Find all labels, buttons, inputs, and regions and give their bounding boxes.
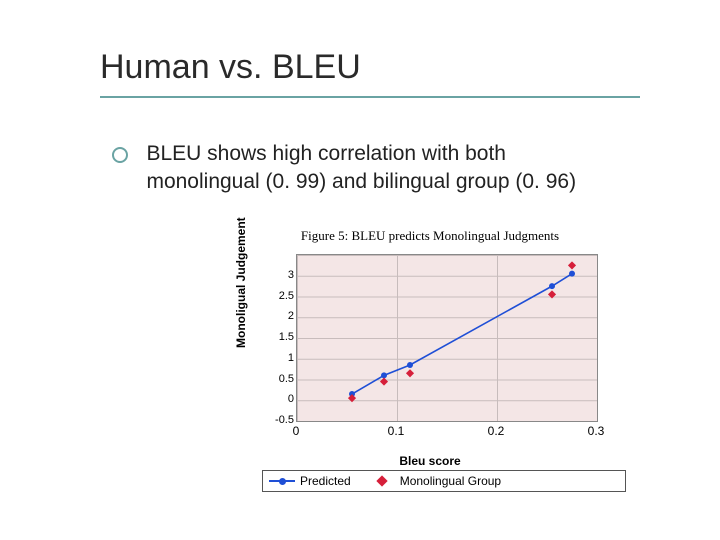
plot-area xyxy=(296,254,598,422)
slide-title: Human vs. BLEU xyxy=(100,48,361,87)
legend-item-mono: Monolingual Group xyxy=(369,474,501,488)
y-tick: 2.5 xyxy=(254,290,294,302)
x-tick: 0.1 xyxy=(388,424,405,438)
x-axis-label: Bleu score xyxy=(240,454,620,468)
bullet-circle-icon xyxy=(112,147,128,163)
y-tick: 3 xyxy=(254,269,294,281)
plot-svg xyxy=(297,255,597,421)
x-tick: 0 xyxy=(293,424,300,438)
x-tick: 0.2 xyxy=(488,424,505,438)
y-tick: 1 xyxy=(254,352,294,364)
y-tick: 0.5 xyxy=(254,373,294,385)
bullet-row: BLEU shows high correlation with both mo… xyxy=(112,140,632,197)
y-tick: 2 xyxy=(254,310,294,322)
y-tick: 0 xyxy=(254,393,294,405)
legend-label-predicted: Predicted xyxy=(300,474,351,488)
chart: Monoligual Judgement Bleu score -0.500.5… xyxy=(240,248,620,448)
bullet-text: BLEU shows high correlation with both mo… xyxy=(146,140,616,197)
y-tick: 1.5 xyxy=(254,331,294,343)
y-axis-label: Monoligual Judgement xyxy=(234,217,248,348)
legend-label-mono: Monolingual Group xyxy=(400,474,501,488)
legend-marker-mono xyxy=(369,475,395,487)
y-tick: -0.5 xyxy=(254,414,294,426)
legend-item-predicted: Predicted xyxy=(269,474,351,488)
figure-caption: Figure 5: BLEU predicts Monolingual Judg… xyxy=(240,228,620,244)
legend: Predicted Monolingual Group xyxy=(262,470,626,492)
title-underline xyxy=(100,96,640,98)
x-tick: 0.3 xyxy=(588,424,605,438)
figure-block: Figure 5: BLEU predicts Monolingual Judg… xyxy=(240,228,620,448)
legend-marker-predicted xyxy=(269,475,295,487)
